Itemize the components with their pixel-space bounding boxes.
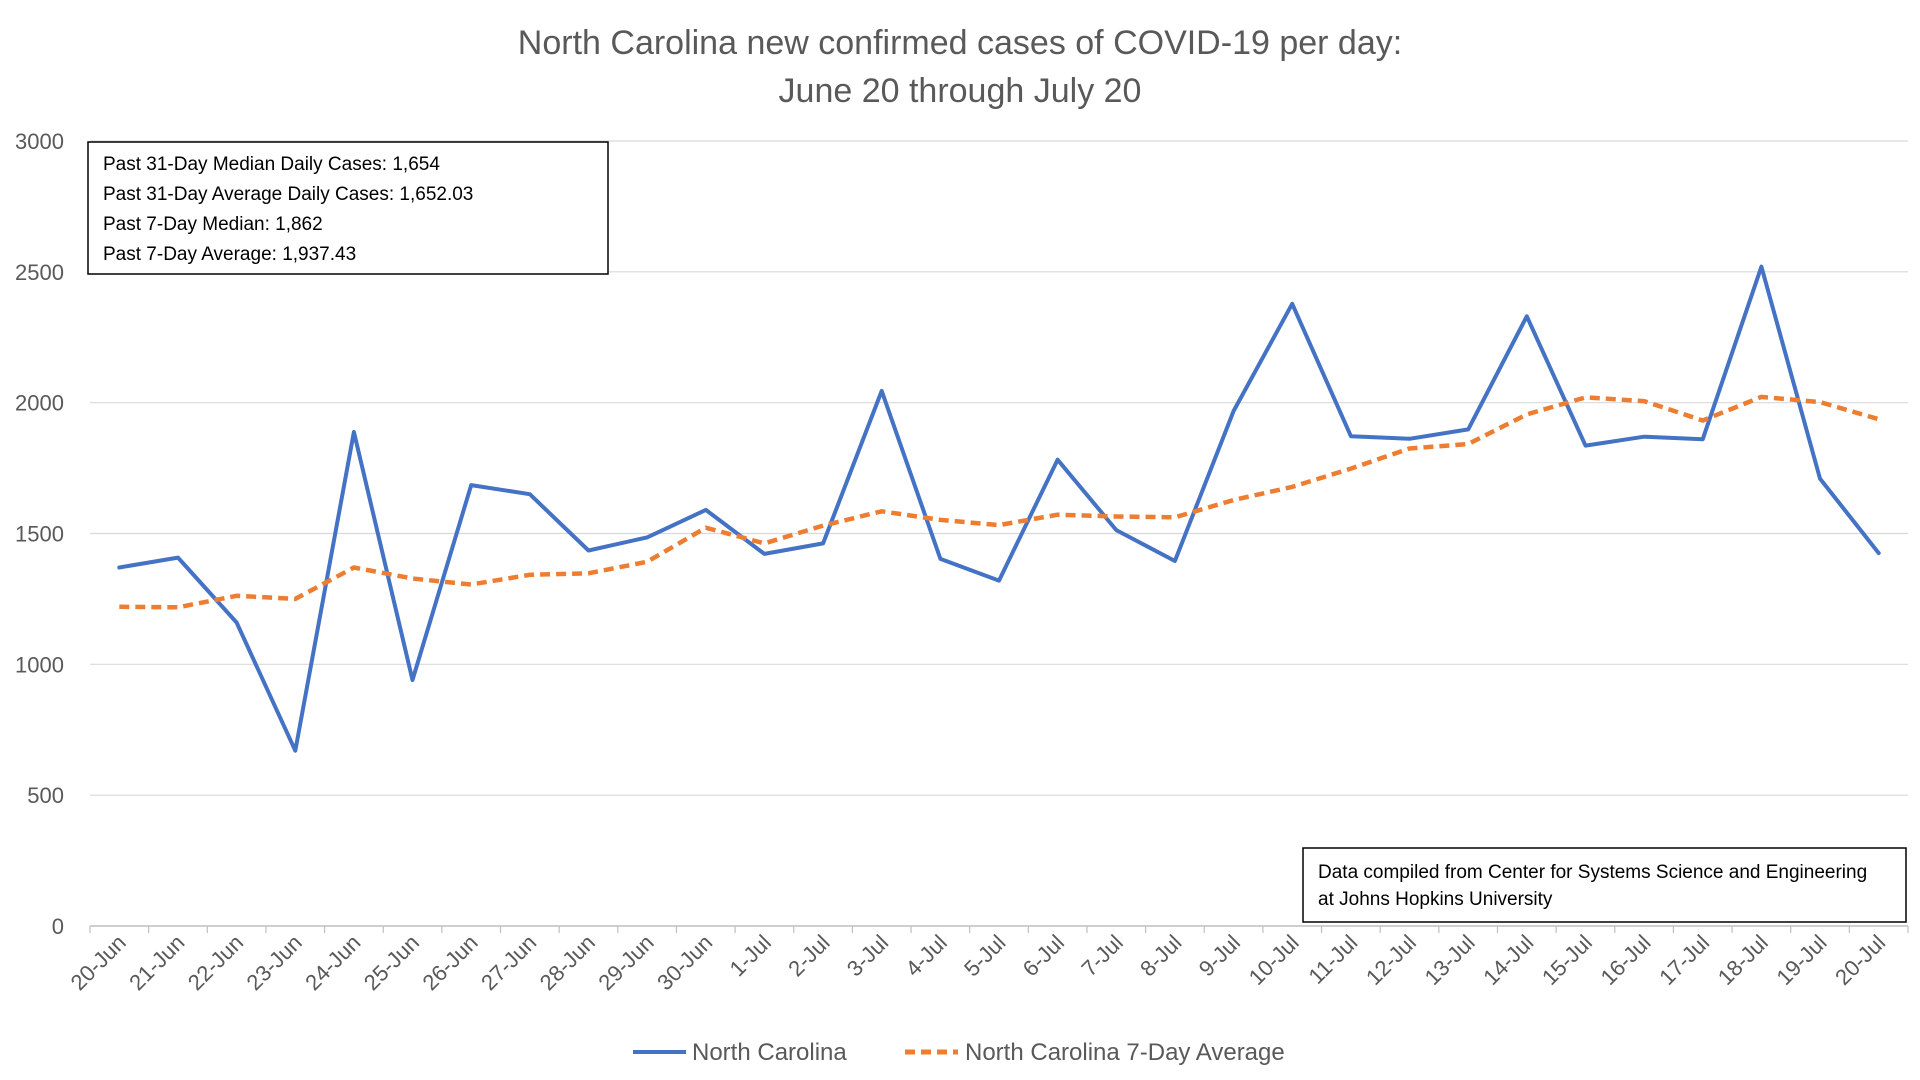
x-tick-label: 12-Jul: [1361, 930, 1421, 990]
legend-item-north-carolina: North Carolina: [633, 1039, 847, 1066]
source-box-border: [1302, 847, 1907, 923]
y-tick-label: 1500: [15, 522, 64, 547]
x-tick-label: 29-Jun: [593, 930, 658, 995]
x-tick-label: 22-Jun: [183, 930, 248, 995]
x-tick-label: 9-Jul: [1194, 930, 1245, 981]
x-tick-label: 8-Jul: [1135, 930, 1186, 981]
chart-subtitle: June 20 through July 20: [779, 72, 1142, 110]
x-tick-label: 20-Jul: [1830, 930, 1890, 990]
stats-line: Past 31-Day Average Daily Cases: 1,652.0…: [103, 184, 473, 205]
x-tick-label: 28-Jun: [535, 930, 600, 995]
y-tick-label: 3000: [15, 129, 64, 154]
x-tick-label: 19-Jul: [1772, 930, 1832, 990]
x-tick-label: 13-Jul: [1420, 930, 1480, 990]
x-tick-label: 7-Jul: [1076, 930, 1127, 981]
y-axis-ticks: 0 500 1000 1500 2000 2500 3000: [15, 129, 64, 939]
x-tick-label: 10-Jul: [1244, 930, 1304, 990]
x-tick-label: 3-Jul: [842, 930, 893, 981]
x-tick-label: 27-Jun: [476, 930, 541, 995]
x-tick-label: 25-Jun: [359, 930, 424, 995]
x-tick-label: 2-Jul: [783, 930, 834, 981]
chart-title: North Carolina new confirmed cases of CO…: [518, 24, 1402, 62]
x-tick-label: 17-Jul: [1654, 930, 1714, 990]
series-line-north-carolina: [117, 264, 1881, 753]
x-tick-label: 21-Jun: [124, 930, 189, 995]
legend-item-7-day-average: North Carolina 7-Day Average: [905, 1039, 1285, 1066]
x-tick-label: 1-Jul: [725, 930, 776, 981]
stats-line: Past 7-Day Average: 1,937.43: [103, 244, 356, 265]
x-tick-label: 4-Jul: [900, 930, 951, 981]
stats-line: Past 7-Day Median: 1,862: [103, 214, 323, 235]
x-tick-label: 6-Jul: [1018, 930, 1069, 981]
x-tick-label: 5-Jul: [959, 930, 1010, 981]
y-tick-label: 1000: [15, 652, 64, 677]
series-line-7-day-average: [119, 394, 1880, 610]
y-tick-label: 0: [52, 914, 64, 939]
legend-label: North Carolina: [692, 1039, 847, 1066]
source-box: Data compiled from Center for Systems Sc…: [1302, 847, 1907, 923]
x-tick-label: 14-Jul: [1478, 930, 1538, 990]
x-tick-label: 18-Jul: [1713, 930, 1773, 990]
x-tick-label: 26-Jun: [417, 930, 482, 995]
x-tick-label: 24-Jun: [300, 930, 365, 995]
x-tick-label: 20-Jun: [66, 930, 131, 995]
x-tick-label: 16-Jul: [1596, 930, 1656, 990]
x-tick-label: 11-Jul: [1304, 930, 1363, 989]
source-line: at Johns Hopkins University: [1318, 889, 1553, 910]
y-tick-label: 2000: [15, 391, 64, 416]
legend: North Carolina North Carolina 7-Day Aver…: [633, 1039, 1285, 1066]
stats-box-border: [87, 141, 609, 275]
y-tick-label: 500: [27, 783, 64, 808]
stats-box: Past 31-Day Median Daily Cases: 1,654 Pa…: [87, 141, 609, 275]
x-axis-ticks: 20-Jun21-Jun22-Jun23-Jun24-Jun25-Jun26-J…: [66, 930, 1891, 995]
x-tick-label: 15-Jul: [1537, 930, 1597, 990]
x-tick-label: 30-Jun: [652, 930, 717, 995]
legend-label: North Carolina 7-Day Average: [965, 1039, 1285, 1066]
source-line: Data compiled from Center for Systems Sc…: [1318, 862, 1867, 883]
y-tick-label: 2500: [15, 260, 64, 285]
x-tick-label: 23-Jun: [242, 930, 307, 995]
series-lines: [117, 264, 1881, 753]
stats-line: Past 31-Day Median Daily Cases: 1,654: [103, 154, 440, 175]
